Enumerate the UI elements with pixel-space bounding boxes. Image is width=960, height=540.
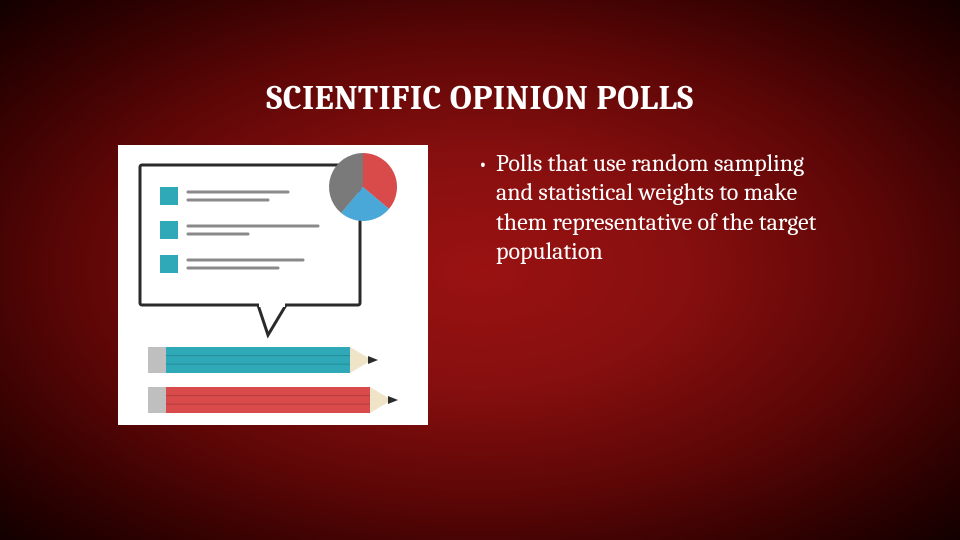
slide: SCIENTIFIC OPINION POLLS • Polls that us… (0, 0, 960, 540)
content-area: • Polls that use random sampling and sta… (118, 145, 842, 445)
bullet-marker: • (478, 149, 496, 178)
bullet-list: • Polls that use random sampling and sta… (428, 145, 842, 445)
poll-illustration-svg (118, 145, 428, 425)
poll-illustration (118, 145, 428, 425)
list-item: • Polls that use random sampling and sta… (478, 149, 842, 266)
slide-title: SCIENTIFIC OPINION POLLS (0, 78, 960, 118)
bullet-text: Polls that use random sampling and stati… (496, 149, 842, 266)
